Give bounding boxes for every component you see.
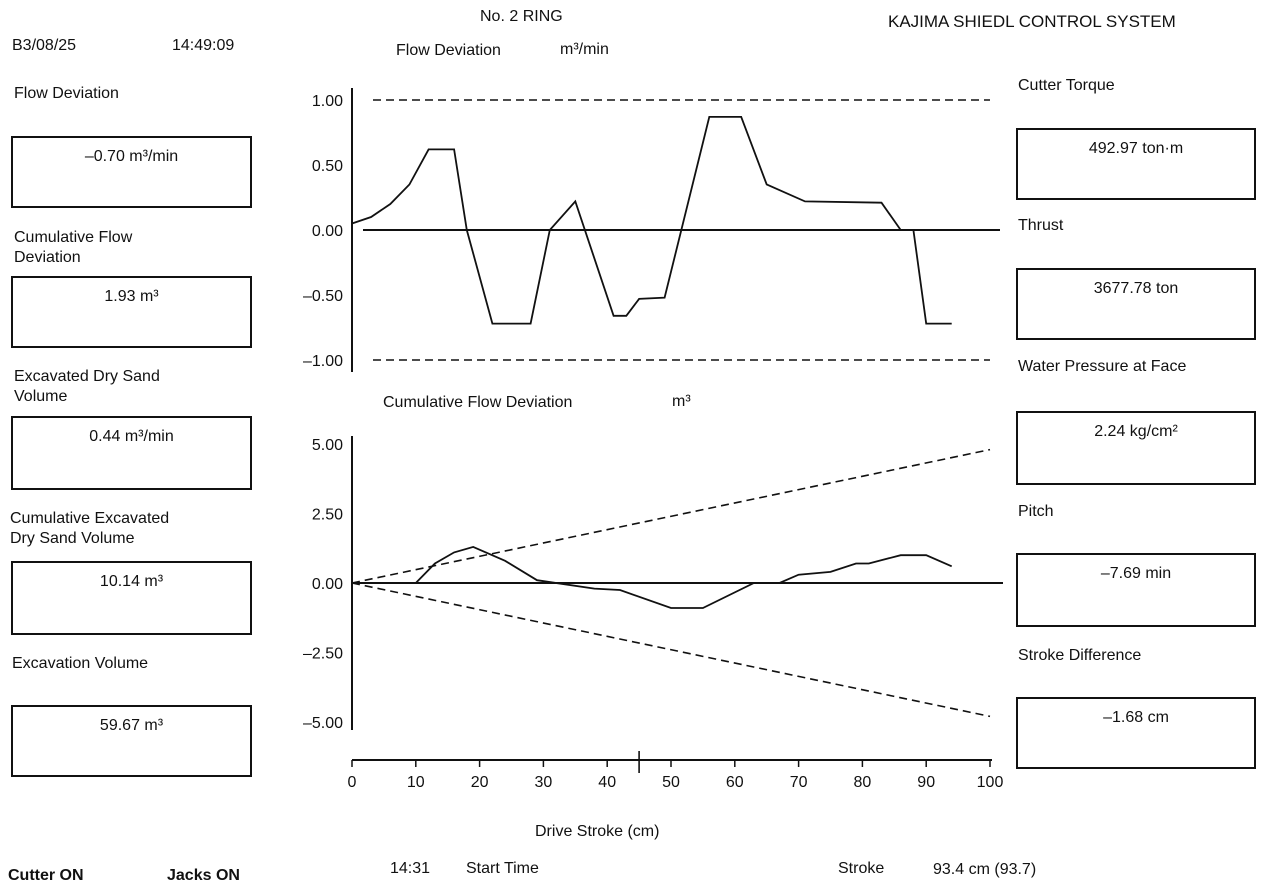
water-pressure-value: 2.24 kg/cm² (1016, 411, 1256, 485)
flow-y-tick-label: 1.00 (312, 93, 343, 110)
excavated-dry-sand-value: 0.44 m³/min (11, 416, 252, 490)
x-tick-label: 90 (917, 774, 935, 791)
cumulative-limit-line-0 (351, 448, 991, 584)
pitch-label: Pitch (1018, 503, 1054, 520)
cumulative-excavated-label: Cumulative Excavated Dry Sand Volume (10, 510, 170, 547)
ring-title: No. 2 RING (480, 8, 563, 25)
excavation-volume-label: Excavation Volume (12, 655, 149, 672)
excavation-volume-text: 59.67 m³ (99, 717, 164, 734)
cumulative-y-tick-label: 0.00 (312, 576, 343, 593)
flow-y-tick-label: –1.00 (303, 353, 343, 370)
x-tick-label: 40 (598, 774, 616, 791)
stroke-difference-value: –1.68 cm (1016, 697, 1256, 769)
system-title: KAJIMA SHIEDL CONTROL SYSTEM (888, 12, 1176, 31)
flow-deviation-text: –0.70 m³/min (84, 148, 179, 165)
excavated-dry-sand-text: 0.44 m³/min (89, 428, 174, 445)
cumulative-flow-deviation-value: 1.93 m³ (11, 276, 252, 348)
cumulative-y-tick-label: –2.50 (303, 646, 343, 663)
flow-chart-unit: m³/min (560, 41, 609, 58)
flow-y-tick-label: 0.50 (312, 158, 343, 175)
start-time-label: Start Time (466, 860, 539, 877)
water-pressure-label: Water Pressure at Face (1018, 358, 1187, 375)
time-readout: 14:49:09 (172, 37, 235, 54)
stroke-difference-label: Stroke Difference (1018, 647, 1142, 664)
cutter-status: Cutter ON (8, 867, 84, 884)
x-axis-title: Drive Stroke (cm) (535, 823, 660, 840)
x-tick-label: 20 (471, 774, 489, 791)
cumulative-excavated-text: 10.14 m³ (99, 573, 164, 590)
cumulative-chart-title: Cumulative Flow Deviation (383, 394, 573, 411)
thrust-value: 3677.78 ton (1016, 268, 1256, 340)
water-pressure-text: 2.24 kg/cm² (1094, 423, 1178, 440)
x-tick-label: 80 (854, 774, 872, 791)
cumulative-chart-unit: m³ (672, 393, 691, 410)
pitch-value: –7.69 min (1016, 553, 1256, 627)
cumulative-flow-deviation-text: 1.93 m³ (104, 288, 159, 305)
date-readout: B3/08/25 (12, 37, 77, 54)
cumulative-excavated-value: 10.14 m³ (11, 561, 252, 635)
jacks-status: Jacks ON (167, 867, 240, 884)
excavation-volume-value: 59.67 m³ (11, 705, 252, 777)
thrust-label: Thrust (1018, 217, 1064, 234)
x-tick-label: 70 (790, 774, 808, 791)
x-tick-label: 30 (535, 774, 553, 791)
cumulative-limit-line-1 (351, 582, 991, 718)
cumulative-flow-deviation-label: Cumulative Flow Deviation (14, 229, 133, 266)
cumulative-y-tick-label: –5.00 (303, 715, 343, 732)
flow-deviation-series-0 (351, 116, 952, 325)
stroke-label: Stroke (838, 860, 885, 877)
x-tick-label: 10 (407, 774, 425, 791)
x-tick-label: 0 (348, 774, 357, 791)
start-time-value: 14:31 (390, 860, 431, 877)
x-tick-label: 50 (662, 774, 680, 791)
cumulative-series-0 (415, 545, 953, 609)
cutter-torque-label: Cutter Torque (1018, 77, 1115, 94)
cutter-torque-text: 492.97 ton·m (1088, 140, 1184, 157)
flow-y-tick-label: –0.50 (303, 288, 343, 305)
x-tick-label: 60 (726, 774, 744, 791)
cumulative-y-tick-label: 5.00 (312, 437, 343, 454)
cumulative-y-tick-label: 2.50 (312, 507, 343, 524)
flow-deviation-label: Flow Deviation (14, 85, 119, 102)
flow-deviation-value: –0.70 m³/min (11, 136, 252, 208)
flow-chart-title: Flow Deviation (396, 42, 501, 59)
x-tick-label: 100 (977, 774, 1004, 791)
stroke-value: 93.4 cm (93.7) (933, 861, 1037, 878)
stroke-difference-text: –1.68 cm (1103, 709, 1169, 726)
excavated-dry-sand-label: Excavated Dry Sand Volume (14, 368, 160, 405)
flow-y-tick-label: 0.00 (312, 223, 343, 240)
pitch-text: –7.69 min (1100, 565, 1172, 582)
cutter-torque-value: 492.97 ton·m (1016, 128, 1256, 200)
thrust-text: 3677.78 ton (1093, 280, 1179, 297)
